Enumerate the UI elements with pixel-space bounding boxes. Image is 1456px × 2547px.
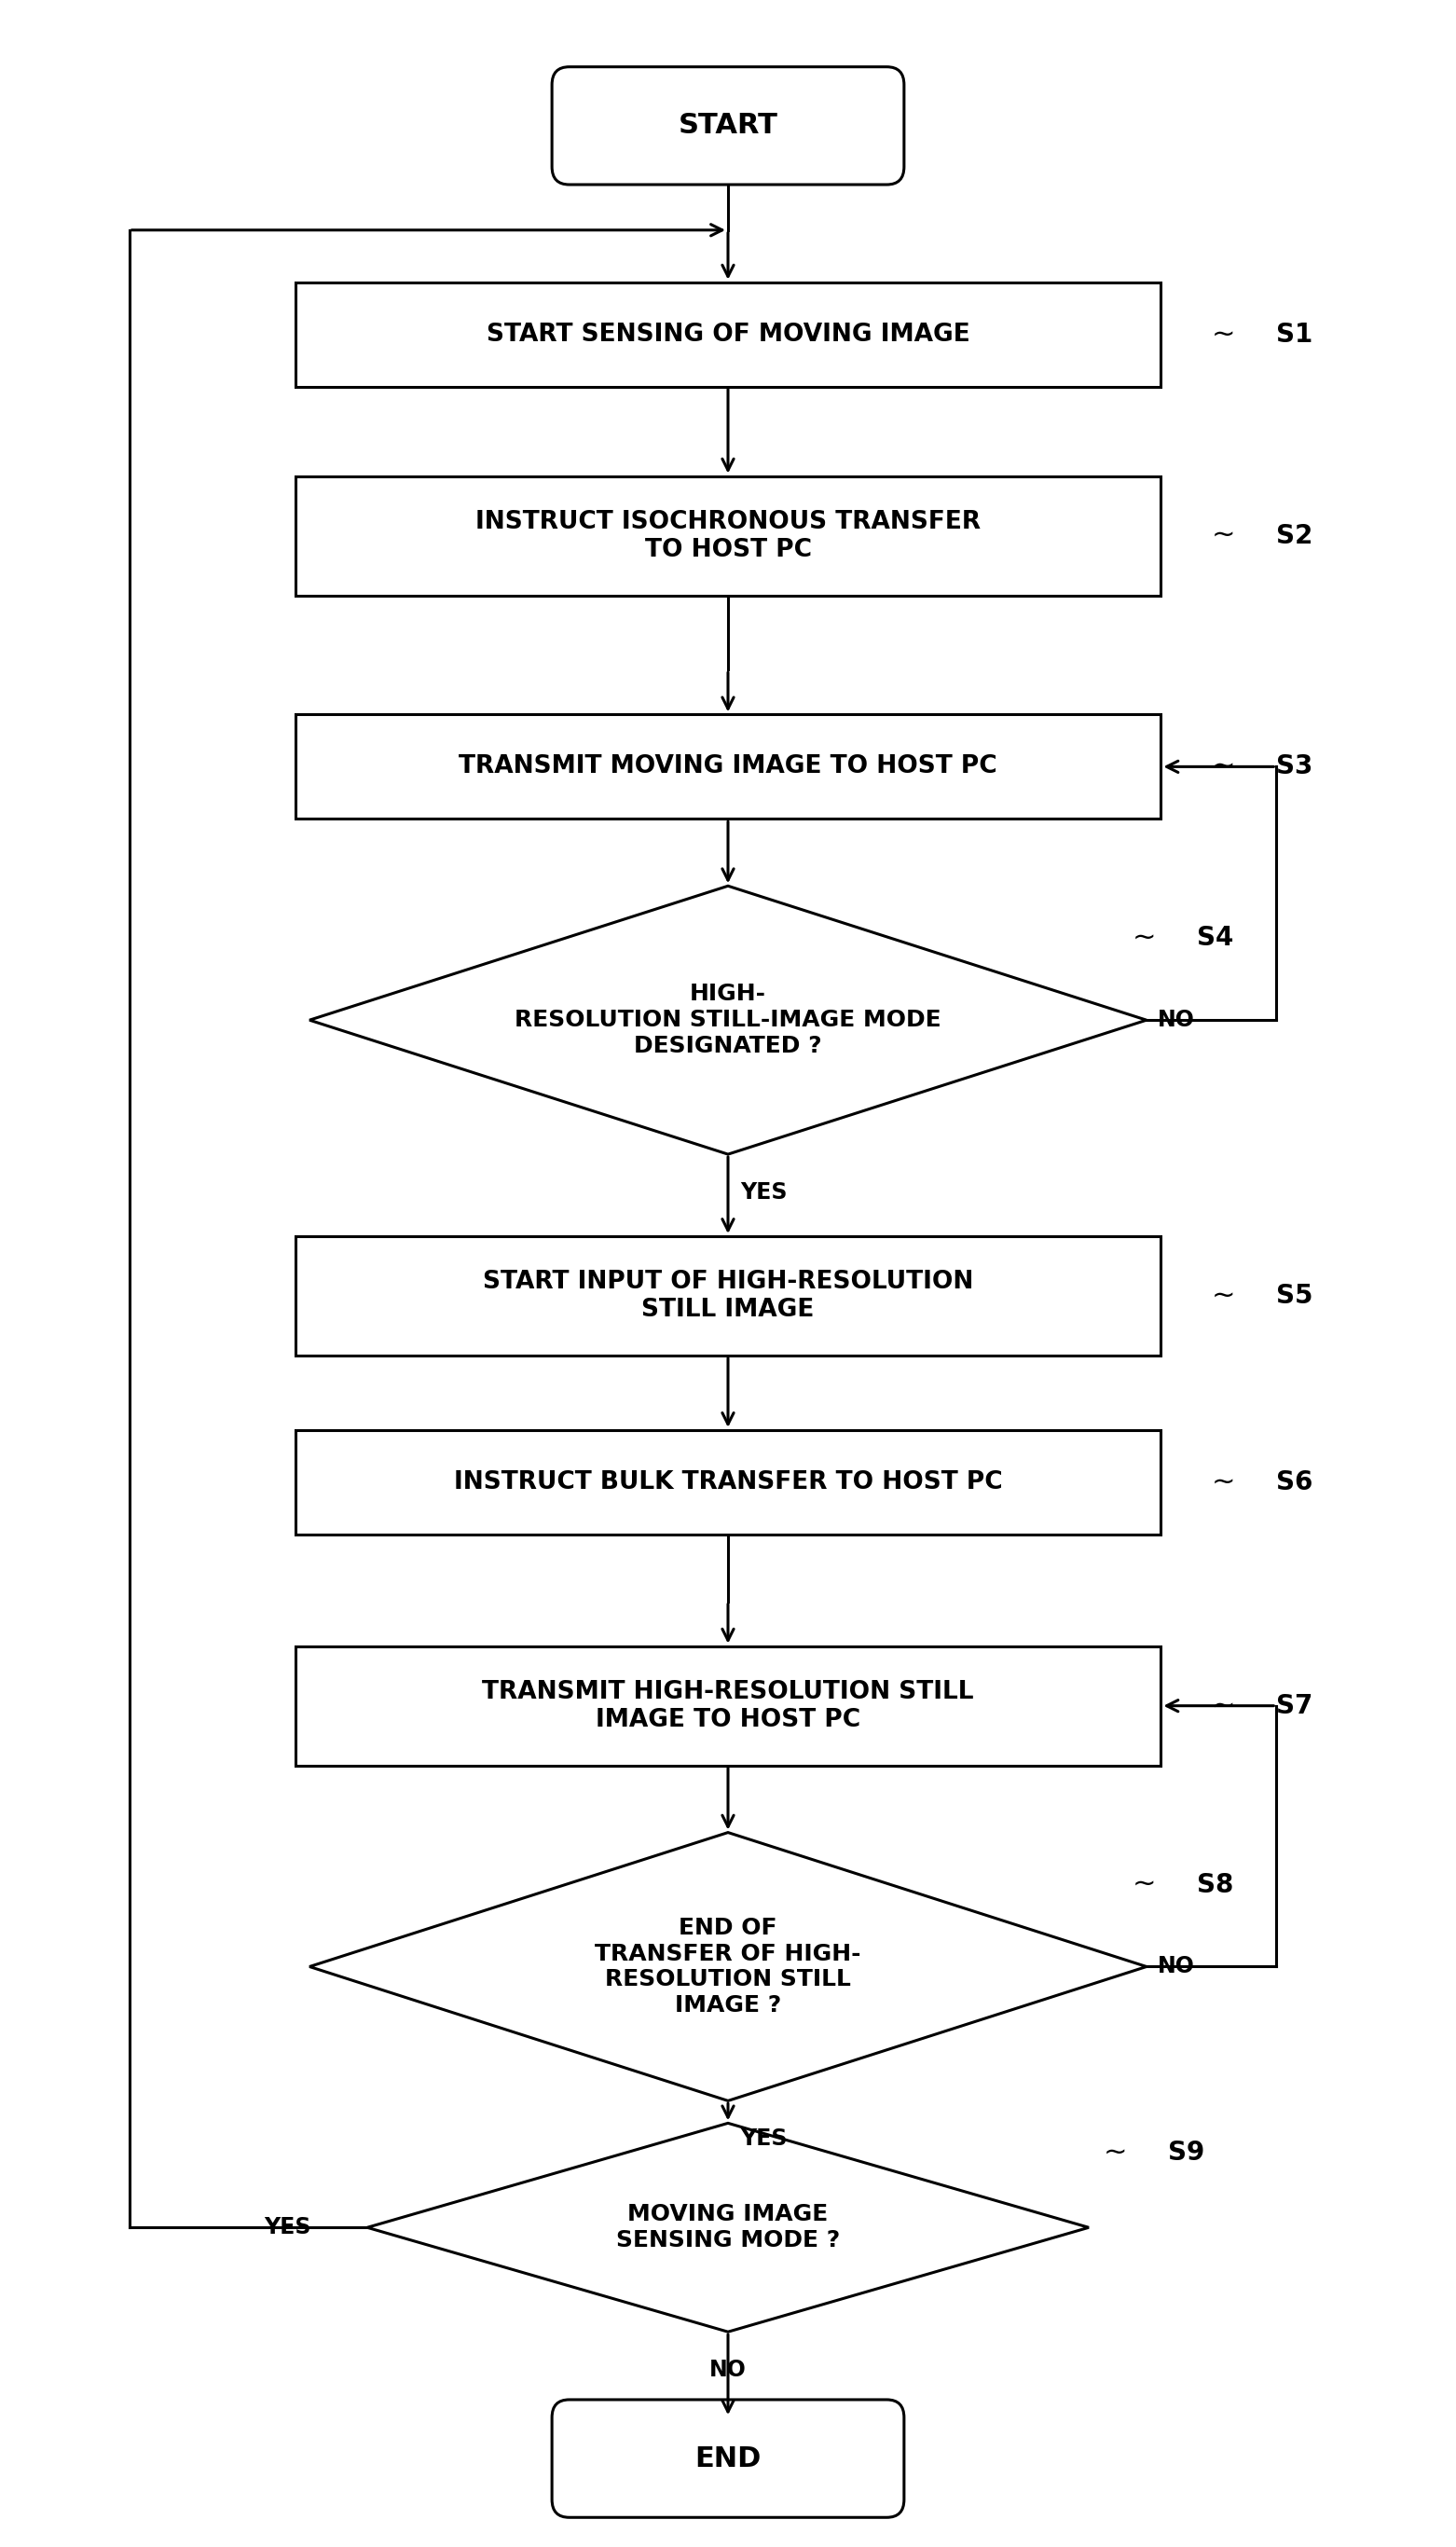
Text: ~: ~: [1133, 925, 1156, 953]
Text: S1: S1: [1277, 321, 1313, 346]
Text: END: END: [695, 2445, 761, 2473]
Text: TRANSMIT MOVING IMAGE TO HOST PC: TRANSMIT MOVING IMAGE TO HOST PC: [459, 754, 997, 779]
Text: NO: NO: [1158, 1956, 1195, 1979]
Bar: [296, 283, 1160, 387]
Text: NO: NO: [709, 2359, 747, 2381]
Text: S9: S9: [1168, 2139, 1204, 2165]
Text: YES: YES: [741, 2127, 788, 2150]
Text: S4: S4: [1197, 925, 1233, 950]
Text: ~: ~: [1211, 321, 1235, 349]
Text: START INPUT OF HIGH-RESOLUTION
STILL IMAGE: START INPUT OF HIGH-RESOLUTION STILL IMA…: [483, 1271, 973, 1322]
Text: START: START: [678, 112, 778, 140]
Text: S5: S5: [1277, 1284, 1313, 1309]
Text: ~: ~: [1211, 522, 1235, 550]
Polygon shape: [310, 886, 1146, 1154]
Bar: [296, 1429, 1160, 1533]
Text: ~: ~: [1211, 1691, 1235, 1719]
Polygon shape: [367, 2124, 1089, 2333]
Text: ~: ~: [1211, 1281, 1235, 1309]
Text: MOVING IMAGE
SENSING MODE ?: MOVING IMAGE SENSING MODE ?: [616, 2203, 840, 2252]
Polygon shape: [310, 1831, 1146, 2101]
Text: S8: S8: [1197, 1872, 1233, 1898]
Text: ~: ~: [1104, 2139, 1127, 2167]
Text: ~: ~: [1211, 754, 1235, 779]
Bar: [296, 476, 1160, 596]
Text: S6: S6: [1277, 1470, 1313, 1495]
Bar: [296, 1235, 1160, 1355]
Bar: [296, 716, 1160, 820]
Text: S2: S2: [1277, 522, 1313, 548]
Text: END OF
TRANSFER OF HIGH-
RESOLUTION STILL
IMAGE ?: END OF TRANSFER OF HIGH- RESOLUTION STIL…: [596, 1915, 860, 2017]
Text: INSTRUCT BULK TRANSFER TO HOST PC: INSTRUCT BULK TRANSFER TO HOST PC: [454, 1470, 1002, 1495]
Text: YES: YES: [741, 1182, 788, 1202]
Text: START SENSING OF MOVING IMAGE: START SENSING OF MOVING IMAGE: [486, 323, 970, 346]
Text: TRANSMIT HIGH-RESOLUTION STILL
IMAGE TO HOST PC: TRANSMIT HIGH-RESOLUTION STILL IMAGE TO …: [482, 1678, 974, 1732]
Text: YES: YES: [265, 2216, 312, 2239]
Text: NO: NO: [1158, 1009, 1195, 1032]
Text: ~: ~: [1211, 1470, 1235, 1495]
Text: INSTRUCT ISOCHRONOUS TRANSFER
TO HOST PC: INSTRUCT ISOCHRONOUS TRANSFER TO HOST PC: [475, 509, 981, 563]
FancyBboxPatch shape: [552, 66, 904, 183]
Text: S3: S3: [1277, 754, 1313, 779]
Text: ~: ~: [1133, 1872, 1156, 1898]
FancyBboxPatch shape: [552, 2399, 904, 2516]
Bar: [296, 1645, 1160, 1765]
Text: S7: S7: [1277, 1694, 1313, 1719]
Text: HIGH-
RESOLUTION STILL-IMAGE MODE
DESIGNATED ?: HIGH- RESOLUTION STILL-IMAGE MODE DESIGN…: [515, 983, 941, 1057]
